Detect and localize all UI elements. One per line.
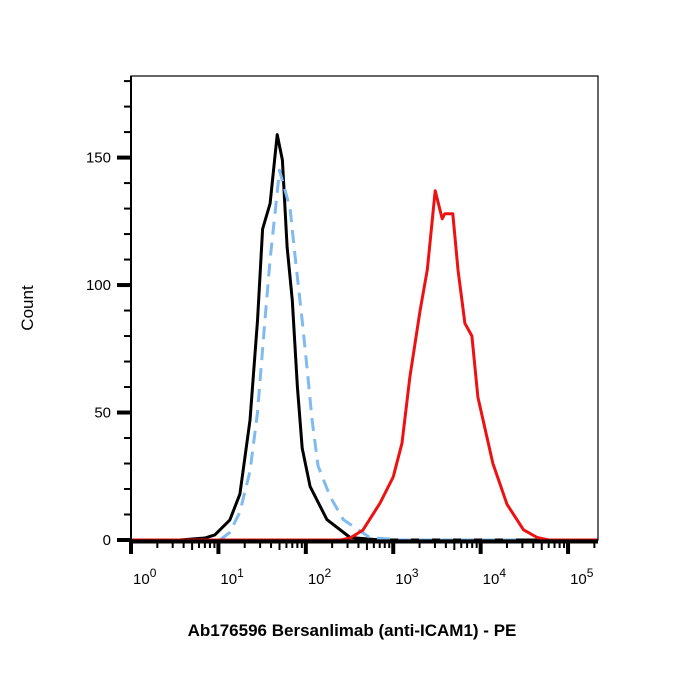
x-tick-label: 104 [483, 566, 507, 588]
x-axis-title: Ab176596 Bersanlimab (anti-ICAM1) - PE [188, 621, 517, 640]
series-line-0 [131, 133, 598, 542]
x-tick-exp: 3 [412, 566, 419, 580]
x-tick-base: 10 [483, 571, 500, 588]
x-tick-label: 103 [395, 566, 419, 588]
axes-layer [117, 75, 599, 554]
y-tick-label: 150 [86, 150, 111, 167]
x-tick-base: 10 [308, 571, 325, 588]
y-tick-label: 0 [103, 532, 111, 549]
x-tick-label: 101 [220, 566, 244, 588]
x-tick-exp: 0 [150, 566, 157, 580]
x-tick-label: 100 [133, 566, 157, 588]
x-tick-exp: 4 [499, 566, 506, 580]
series-line-2 [131, 189, 598, 542]
series-line-1 [218, 168, 523, 542]
x-tick-base: 10 [395, 571, 412, 588]
y-axis-title: Count [18, 285, 37, 331]
series-layer [131, 133, 598, 542]
x-tick-base: 10 [570, 571, 587, 588]
x-tick-exp: 5 [587, 566, 594, 580]
x-tick-base: 10 [133, 571, 150, 588]
x-tick-base: 10 [220, 571, 237, 588]
y-tick-label: 100 [86, 277, 111, 294]
x-tick-label: 102 [308, 566, 332, 588]
x-tick-exp: 2 [325, 566, 332, 580]
plot-frame [130, 75, 599, 541]
x-tick-label: 105 [570, 566, 594, 588]
y-tick-label: 50 [94, 405, 111, 422]
x-tick-exp: 1 [237, 566, 244, 580]
